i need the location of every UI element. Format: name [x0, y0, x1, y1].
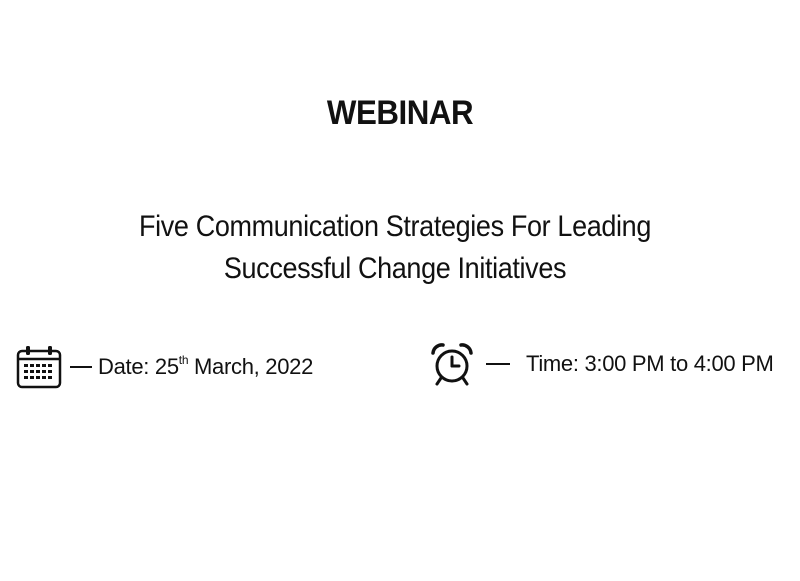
time-dash [486, 363, 510, 365]
date-dash [70, 366, 92, 368]
topic-line-2: Successful Change Initiatives [40, 248, 751, 290]
time-row: Time: 3:00 PM to 4:00 PM [428, 340, 774, 388]
time-text: Time: 3:00 PM to 4:00 PM [526, 351, 774, 377]
date-text: Date: 25th March, 2022 [98, 354, 313, 380]
date-row: Date: 25th March, 2022 [16, 344, 313, 390]
topic-line-1: Five Communication Strategies For Leadin… [40, 206, 751, 248]
alarm-clock-icon [428, 340, 476, 388]
webinar-topic: Five Communication Strategies For Leadin… [40, 206, 751, 290]
page-title: WEBINAR [32, 94, 768, 133]
calendar-icon [16, 344, 62, 390]
